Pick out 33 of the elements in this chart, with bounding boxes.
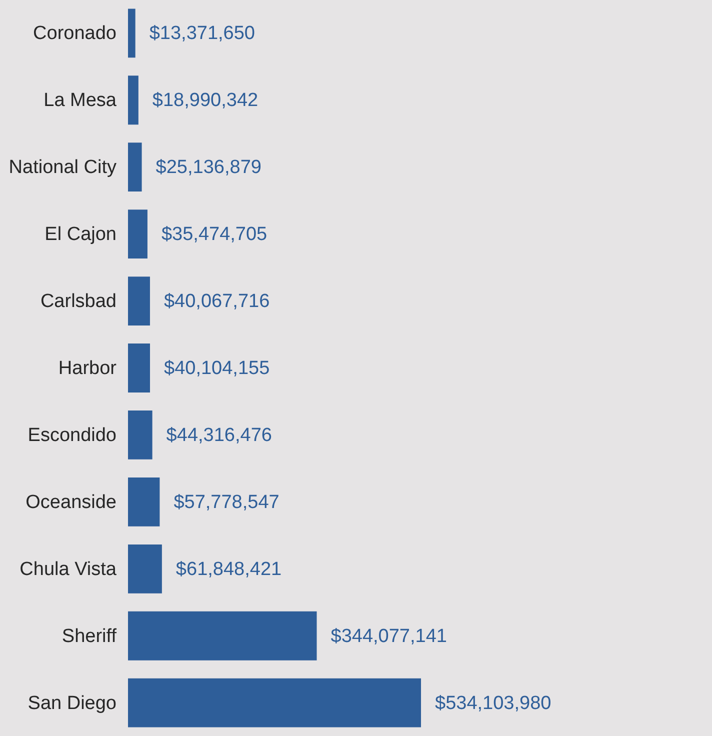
y-tick-label: Carlsbad	[40, 291, 116, 312]
data-label: $40,067,716	[164, 291, 270, 312]
data-label: $57,778,547	[174, 492, 280, 513]
bar	[128, 276, 150, 326]
y-tick-label: Escondido	[28, 424, 116, 446]
bar	[128, 344, 150, 392]
bar	[128, 477, 160, 526]
data-label: $534,103,980	[435, 692, 552, 714]
y-tick-label: El Cajon	[44, 224, 116, 246]
data-label: $61,848,421	[176, 558, 282, 580]
bar	[128, 142, 142, 192]
y-tick-label: Chula Vista	[20, 558, 117, 580]
bar	[128, 544, 162, 594]
bar	[128, 410, 152, 460]
bar	[128, 76, 138, 125]
y-tick-label: La Mesa	[44, 90, 117, 112]
data-label: $44,316,476	[166, 424, 272, 446]
y-tick-label: Harbor	[58, 358, 118, 379]
y-tick-label: National City	[8, 157, 117, 178]
data-label: $40,104,155	[164, 358, 270, 379]
y-tick-label: Sheriff	[62, 626, 118, 647]
bar	[128, 678, 421, 728]
data-label: $25,136,879	[156, 157, 262, 178]
y-tick-label: Coronado	[33, 23, 116, 44]
bar	[128, 611, 317, 660]
bar	[128, 210, 148, 259]
y-tick-label: Oceanside	[26, 492, 116, 513]
data-label: $18,990,342	[152, 90, 258, 112]
y-tick-label: San Diego	[28, 692, 116, 714]
data-label: $35,474,705	[161, 224, 268, 246]
data-label: $344,077,141	[330, 626, 447, 647]
bar	[128, 8, 136, 58]
data-label: $13,371,650	[149, 23, 256, 44]
